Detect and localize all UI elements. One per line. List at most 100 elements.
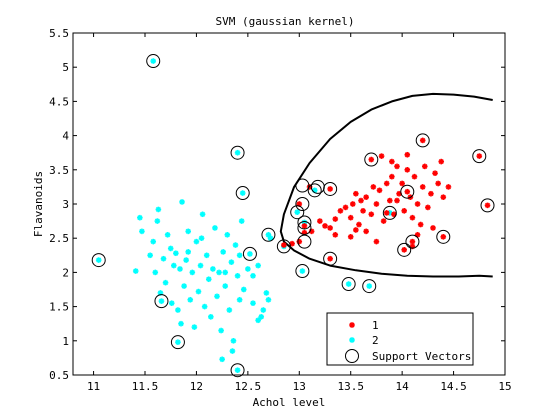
support-vector-circle (235, 186, 250, 201)
support-vector-circle (297, 234, 312, 249)
class-2-point (152, 269, 159, 276)
class-2-point (222, 283, 229, 289)
class-2-point (155, 206, 162, 213)
class-2-point (185, 249, 191, 255)
support-vector-circle (230, 145, 245, 160)
x-tick-label: 12.5 (235, 380, 262, 393)
class-1-point (389, 173, 395, 180)
class-2-point (218, 327, 224, 334)
class-2-point (175, 307, 181, 313)
x-tick-label: 14 (396, 380, 410, 393)
class-1-point (401, 208, 407, 214)
class-2-points (95, 58, 393, 374)
class-2-point (234, 149, 241, 156)
class-1-point (358, 197, 364, 204)
class-2-point (178, 320, 184, 327)
y-tick-label: 3.5 (49, 164, 69, 177)
class-2-point (150, 58, 157, 64)
class-2-point (189, 269, 196, 276)
support-vector-circle (405, 234, 420, 249)
class-1-point (363, 228, 369, 235)
class-1-point (414, 231, 421, 238)
class-2-point (222, 269, 229, 276)
class-1-point (440, 194, 447, 200)
x-tick-label: 14.5 (440, 380, 467, 393)
support-vector-circle (297, 220, 312, 235)
y-tick-label: 2 (62, 266, 69, 279)
class-1-point (438, 158, 445, 165)
class-1-point (419, 137, 426, 144)
support-vector-circle (242, 246, 257, 261)
class-2-point (203, 252, 210, 259)
class-2-point (216, 269, 222, 276)
class-2-point (147, 252, 153, 259)
class-2-point (294, 209, 301, 216)
class-1-point (409, 214, 416, 221)
class-1-point (317, 218, 323, 224)
class-1-point (353, 227, 359, 233)
class-2-point (187, 296, 194, 303)
class-1-point (432, 170, 438, 177)
class-1-point (378, 153, 385, 159)
class-2-point (234, 273, 241, 279)
support-vector-circle (261, 227, 276, 242)
class-2-point (150, 238, 157, 245)
class-2-point (208, 314, 214, 320)
class-1-point (445, 184, 452, 190)
class-1-point (411, 173, 418, 180)
class-2-point (162, 279, 169, 286)
support-vector-circle (170, 335, 185, 350)
class-1-point (337, 208, 344, 214)
class-2-point (160, 255, 167, 262)
class-1-point (419, 184, 426, 190)
support-vector-circle (382, 205, 397, 220)
support-vector-circle (341, 277, 356, 292)
class-2-point (183, 257, 189, 263)
class-1-point (404, 188, 411, 195)
class-2-point (95, 257, 102, 263)
class-2-point (181, 283, 187, 289)
class-1-point (370, 184, 377, 190)
legend-marker-class-1 (349, 322, 355, 328)
class-1-point (401, 247, 407, 253)
class-1-point (394, 197, 400, 204)
class-2-point (193, 238, 200, 245)
y-tick-label: 3 (62, 198, 69, 211)
class-1-point (440, 234, 447, 240)
class-1-point (353, 190, 359, 197)
support-vector-circle (436, 229, 451, 244)
class-1-point (394, 163, 400, 170)
legend-label-class-2: 2 (372, 334, 379, 347)
y-axis-label: Flavanoids (32, 171, 45, 237)
class-1-point (409, 238, 416, 245)
y-tick-label: 5 (62, 61, 69, 74)
support-vector-circle (297, 215, 312, 230)
y-axis-ticks: 0.5 1 1.5 2 2.5 3 3.5 4 4.5 5 5.5 (49, 27, 505, 382)
class-2-point (236, 296, 243, 303)
support-vector-circle (362, 279, 377, 294)
class-2-point (167, 245, 174, 252)
class-2-point (191, 324, 198, 330)
x-tick-label: 13 (293, 380, 306, 393)
class-2-point (177, 266, 183, 272)
class-2-point (250, 273, 256, 279)
class-2-point (345, 281, 352, 287)
class-2-point (255, 262, 261, 269)
legend-star-class-2 (349, 337, 355, 343)
decision-boundary-layer (279, 92, 493, 278)
class-2-point (164, 231, 171, 238)
class-1-point (414, 201, 421, 207)
class-2-point (201, 303, 208, 310)
class-1-point (289, 240, 295, 247)
class-2-point (234, 367, 241, 374)
y-tick-label: 0.5 (49, 369, 69, 382)
x-tick-label: 15 (498, 380, 511, 393)
class-2-point (173, 250, 179, 257)
class-1-point (376, 187, 383, 194)
class-1-point (421, 163, 428, 170)
class-1-point (332, 231, 339, 238)
class-1-point (417, 221, 424, 228)
class-2-point (247, 251, 253, 257)
class-1-point (327, 255, 333, 262)
